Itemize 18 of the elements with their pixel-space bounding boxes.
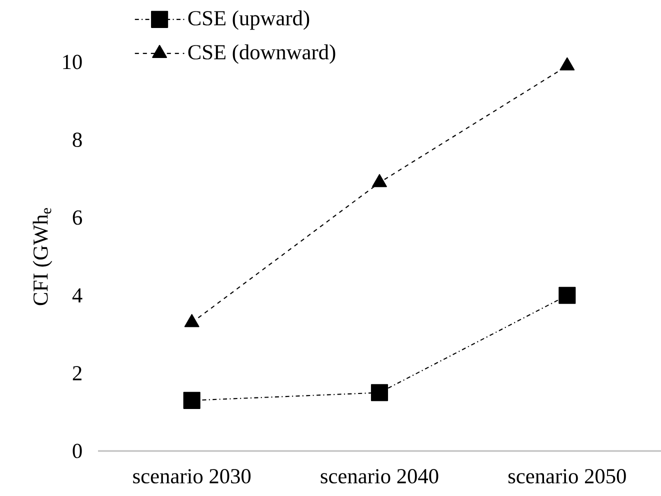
y-tick-label: 10 bbox=[63, 54, 82, 70]
x-tick-label: scenario 2050 bbox=[508, 469, 626, 484]
point bbox=[560, 57, 575, 70]
legend-label: CSE (downward) bbox=[188, 44, 336, 64]
y-tick-label: 8 bbox=[72, 132, 82, 147]
y-tick-label: 2 bbox=[72, 366, 82, 380]
y-tick-label: 4 bbox=[72, 288, 82, 302]
x-tick-label: scenario 2040 bbox=[320, 469, 438, 484]
point bbox=[370, 384, 388, 402]
point bbox=[558, 286, 576, 304]
y-tick-label: 0 bbox=[72, 444, 82, 458]
y-tick-label: 6 bbox=[72, 210, 82, 225]
legend-label: CSE (upward) bbox=[188, 10, 310, 30]
point bbox=[372, 174, 387, 188]
x-tick-label: scenario 2030 bbox=[133, 469, 251, 484]
point bbox=[184, 314, 200, 328]
y-axis-title: CFI (GWh$_{e}$ bbox=[32, 208, 52, 306]
point bbox=[183, 392, 200, 409]
